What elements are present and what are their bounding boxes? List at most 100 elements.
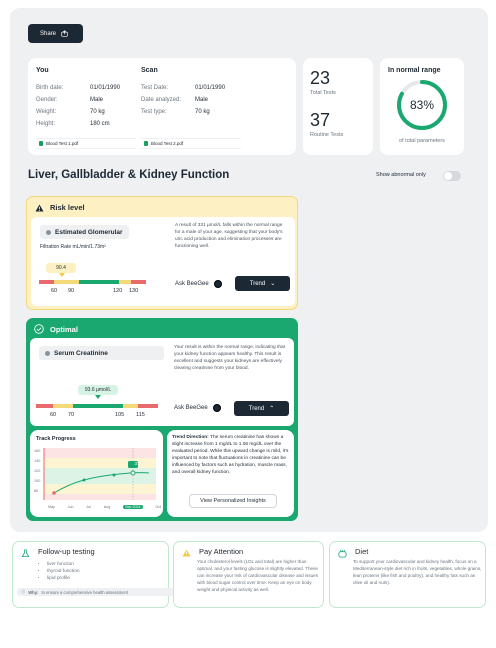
attention-title: Pay Attention (199, 547, 244, 556)
optimal-param-card: Serum Creatinine 93.6 µmol/L 60 70 105 1… (30, 338, 294, 426)
data-point (112, 473, 116, 477)
range-tick: 60 (51, 288, 58, 294)
normal-range-title: In normal range (388, 67, 441, 74)
row-key: Gender: (36, 97, 58, 103)
trend-button[interactable]: Trend ⌃ (234, 401, 289, 416)
trend-direction-label: Trend Direction: (172, 435, 209, 440)
abnormal-only-toggle[interactable] (443, 171, 461, 181)
scan-row: Test type: 70 kg (141, 109, 210, 115)
y-axis-ticks: 160 140 120 100 80 (34, 446, 40, 496)
row-value: 01/01/1990 (90, 85, 121, 91)
range-seg-low (36, 404, 53, 408)
view-insights-button[interactable]: View Personalized Insights (189, 494, 277, 508)
y-tick: 160 (34, 449, 41, 453)
total-tests-count: 23 (310, 68, 331, 88)
followup-card: Follow-up testing liver function thyroid… (12, 541, 174, 608)
param-name: Serum Creatinine (54, 349, 108, 357)
file-chip[interactable]: Blood Test 1.pdf (36, 138, 136, 149)
scan-heading: Scan (141, 67, 158, 74)
y-tick: 80 (34, 489, 39, 493)
range-seg-borderline (53, 404, 73, 408)
row-value: Male (90, 97, 104, 103)
row-value: 01/01/1990 (195, 85, 226, 91)
row-value: 70 kg (90, 109, 105, 115)
range-seg-normal (79, 280, 119, 284)
you-row: Weight: 70 kg (36, 109, 105, 115)
track-progress-card: Track Progress 37 160 140 120 100 80 May (30, 430, 163, 517)
x-tick: Jul (86, 505, 91, 509)
diet-text: To support your cardiovascular and kidne… (353, 559, 482, 585)
range-tick: 105 (115, 412, 125, 418)
row-key: Date analyzed: (141, 97, 182, 103)
patient-info-card: You Birth date: 01/01/1990 Gender: Male We… (28, 58, 296, 155)
row-key: Test type: (141, 109, 167, 115)
range-seg-high (138, 404, 158, 408)
info-icon: ⓘ (21, 589, 26, 594)
warning-icon (181, 548, 191, 558)
y-tick: 140 (34, 459, 41, 463)
marker-pointer-icon (59, 273, 65, 277)
x-tick-selected[interactable]: Sep 2024 (123, 505, 143, 509)
range-seg-high (131, 280, 146, 284)
routine-tests-label: Routine Tests (310, 132, 344, 138)
param-name: Estimated Glomerular (55, 228, 123, 236)
pdf-icon (144, 141, 148, 146)
trend-direction-text: Trend Direction: The serum creatinine ha… (172, 435, 290, 477)
gauge-arc (397, 80, 447, 130)
attention-text: Your cholesterol levels (LDL and total) … (197, 559, 319, 592)
row-key: Height: (36, 121, 56, 127)
you-heading: You (36, 67, 49, 74)
x-tick: May (48, 505, 55, 509)
trend-label: Trend (248, 405, 265, 412)
row-key: Test Date: (141, 85, 169, 91)
param-unit: Filtration Rate mL/min/1.73m² (40, 244, 106, 250)
row-key: Birth date: (36, 85, 64, 91)
why-text: to ensure a comprehensive health assessm… (41, 589, 129, 595)
marker-pointer-icon (95, 395, 101, 399)
share-icon (61, 30, 68, 37)
optimal-header-label: Optimal (50, 324, 78, 334)
beegee-avatar-icon (213, 280, 222, 288)
file-name: Blood Test 1.pdf (46, 141, 79, 146)
info-dot-icon (46, 229, 51, 235)
file-chip[interactable]: Blood Test 2.pdf (141, 138, 241, 149)
optimal-header: Optimal (34, 324, 78, 334)
why-note: ⓘ Why: to ensure a comprehensive health a… (17, 588, 174, 596)
x-tick: Jun (67, 505, 74, 509)
diet-title: Diet (355, 547, 369, 556)
normal-range-gauge (397, 80, 447, 130)
trend-button[interactable]: Trend ⌄ (235, 276, 290, 291)
x-tick: Aug (103, 505, 111, 509)
total-tests-label: Total Tests (310, 90, 336, 96)
range-tick: 130 (129, 288, 139, 294)
param-description: Your result is within the normal range, … (174, 345, 286, 371)
data-point (130, 470, 136, 476)
range-tick: 90 (68, 288, 75, 294)
range-seg-borderline (54, 280, 79, 284)
scan-row: Test Date: 01/01/1990 (141, 85, 225, 91)
range-tick: 115 (136, 412, 145, 418)
row-value: Male (195, 97, 209, 103)
track-chart (43, 448, 156, 500)
you-row: Gender: Male (36, 97, 103, 103)
trend-direction-body: The serum creatinine has shown a slight … (172, 435, 289, 475)
why-label: Why: (28, 589, 39, 595)
risk-param-card: Estimated Glomerular Filtration Rate mL/… (31, 217, 295, 306)
ask-beegee[interactable]: Ask BeeGee (175, 280, 222, 288)
range-seg-high-borderline (123, 404, 138, 408)
risk-level-group: Risk level Estimated Glomerular Filtrati… (26, 196, 298, 310)
abnormal-toggle-label: Show abnormal only (376, 172, 426, 178)
param-name-pill: Serum Creatinine (39, 346, 164, 360)
param-description: A result of 331 µmol/L falls within the … (175, 223, 283, 249)
food-icon (337, 548, 347, 558)
range-seg-low (39, 280, 54, 284)
you-row: Height: 180 cm (36, 121, 110, 127)
followup-title: Follow-up testing (38, 547, 95, 556)
risk-header: Risk level (35, 203, 85, 212)
ask-beegee[interactable]: Ask BeeGee (174, 404, 221, 412)
share-button[interactable]: Share (28, 24, 83, 43)
x-tick: Oct (155, 505, 161, 509)
scan-row: Date analyzed: Male (141, 97, 208, 103)
normal-range-percent: 83% (409, 98, 435, 112)
row-value: 70 kg (195, 109, 210, 115)
